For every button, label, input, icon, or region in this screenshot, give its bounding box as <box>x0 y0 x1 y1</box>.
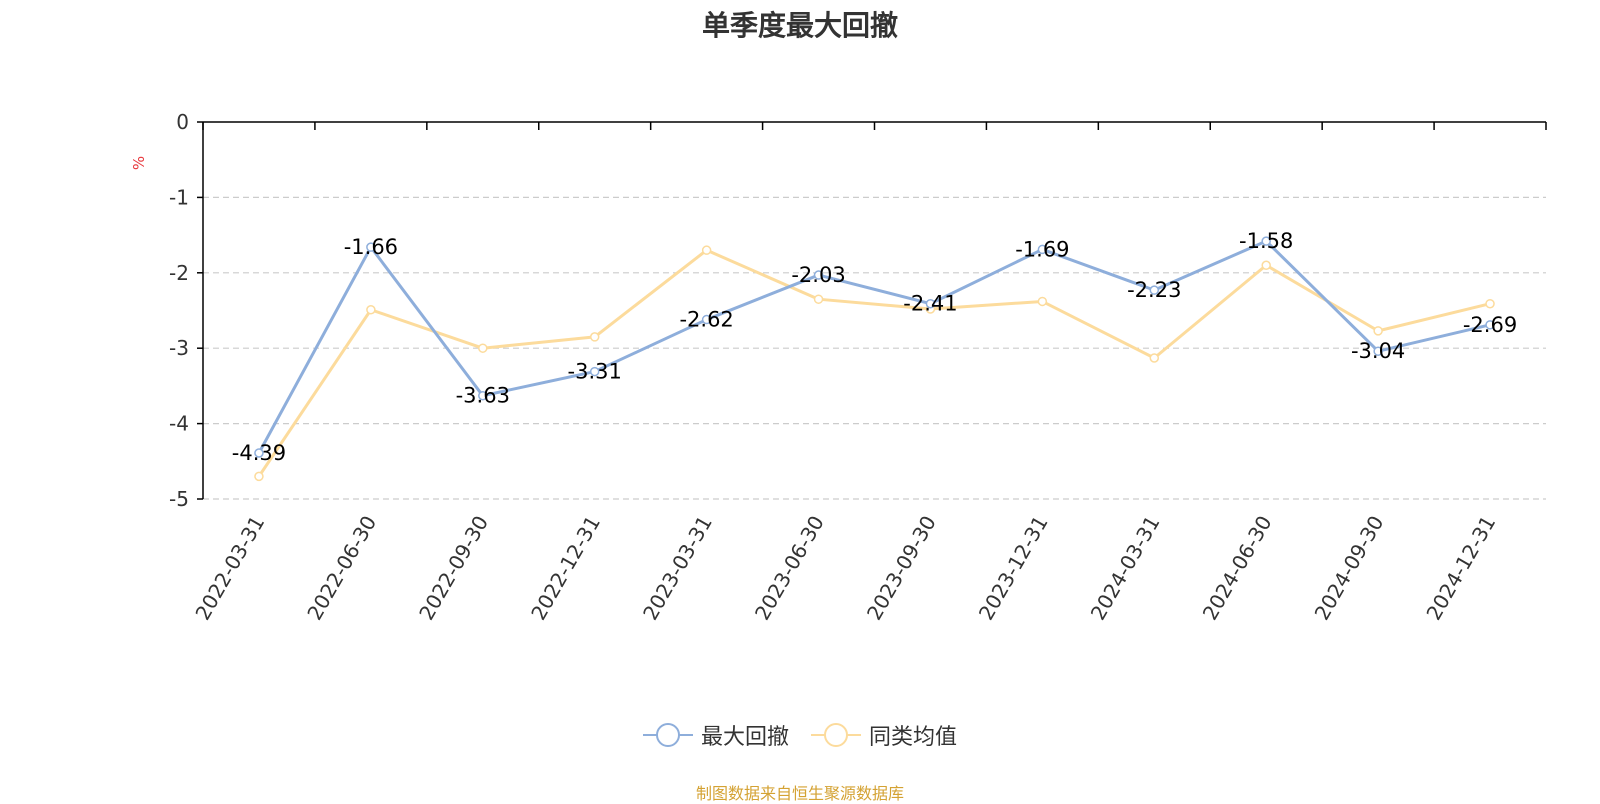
data-point <box>254 471 264 482</box>
y-tick-label: -3 <box>169 336 189 360</box>
data-label: -2.69 <box>1463 313 1517 337</box>
data-point <box>478 390 488 401</box>
legend-marker-peer-average-icon <box>811 723 861 747</box>
x-tick-label: 2022-12-31 <box>526 512 605 625</box>
x-tick-label: 2023-09-30 <box>862 512 941 625</box>
data-point <box>1373 326 1383 336</box>
y-tick-label: -4 <box>169 412 189 436</box>
x-tick-label: 2022-03-31 <box>190 512 269 625</box>
data-point <box>1261 260 1271 271</box>
data-point <box>366 242 376 252</box>
series-line <box>257 239 1491 454</box>
x-tick-label: 2023-03-31 <box>638 512 717 625</box>
x-tick-label: 2024-06-30 <box>1198 512 1277 625</box>
x-tick-label: 2022-09-30 <box>414 512 493 625</box>
data-point <box>925 298 936 309</box>
data-point <box>366 304 376 315</box>
data-point <box>1485 298 1495 309</box>
data-point <box>1149 285 1160 295</box>
data-label: -2.03 <box>791 263 845 287</box>
data-point <box>1485 320 1495 330</box>
data-point <box>1149 353 1160 363</box>
y-tick-label: -2 <box>169 261 189 285</box>
x-tick-label: 2024-12-31 <box>1421 512 1500 625</box>
x-tick-label: 2024-03-31 <box>1086 512 1165 625</box>
data-point <box>1037 296 1048 307</box>
data-label: -3.31 <box>568 360 622 384</box>
legend-item-max-drawdown[interactable]: 最大回撤 <box>642 719 789 751</box>
data-label: -1.58 <box>1239 229 1293 253</box>
x-tick-label: 2023-12-31 <box>974 512 1053 625</box>
data-label: -2.23 <box>1127 278 1181 302</box>
data-point <box>701 245 712 255</box>
series-line <box>257 248 1491 478</box>
data-label: -1.66 <box>344 235 398 259</box>
legend-label-max-drawdown: 最大回撤 <box>700 725 789 750</box>
data-point <box>589 366 600 377</box>
data-point <box>589 332 600 342</box>
data-point <box>1037 244 1048 255</box>
x-tick-label: 2023-06-30 <box>750 512 829 625</box>
y-tick-label: -5 <box>169 487 189 511</box>
data-point <box>478 343 488 353</box>
y-axis-label: % <box>130 156 148 170</box>
data-point <box>1261 236 1271 246</box>
data-point <box>813 270 824 280</box>
data-label: -3.63 <box>456 384 510 408</box>
data-label: -2.62 <box>679 308 733 332</box>
legend-label-peer-average: 同类均值 <box>869 725 958 750</box>
data-point <box>254 448 264 458</box>
legend-marker-max-drawdown-icon <box>642 723 693 747</box>
y-tick-label: 0 <box>176 110 189 134</box>
x-tick-label: 2024-09-30 <box>1310 512 1389 625</box>
data-label: -3.04 <box>1351 339 1405 363</box>
data-label: -1.69 <box>1015 237 1069 261</box>
y-tick-label: -1 <box>169 185 189 209</box>
data-label: -2.41 <box>903 292 957 316</box>
data-point <box>701 314 712 325</box>
data-point <box>1373 346 1383 356</box>
source-note: 制图数据来自恒生聚源数据库 <box>695 784 904 803</box>
chart-legend: 最大回撤 同类均值 <box>0 719 1600 751</box>
chart-title: 单季度最大回撤 <box>701 9 898 42</box>
data-point <box>813 294 824 304</box>
legend-item-peer-average[interactable]: 同类均值 <box>811 719 957 751</box>
x-tick-label: 2022-06-30 <box>302 512 381 625</box>
data-label: -4.39 <box>232 441 286 465</box>
